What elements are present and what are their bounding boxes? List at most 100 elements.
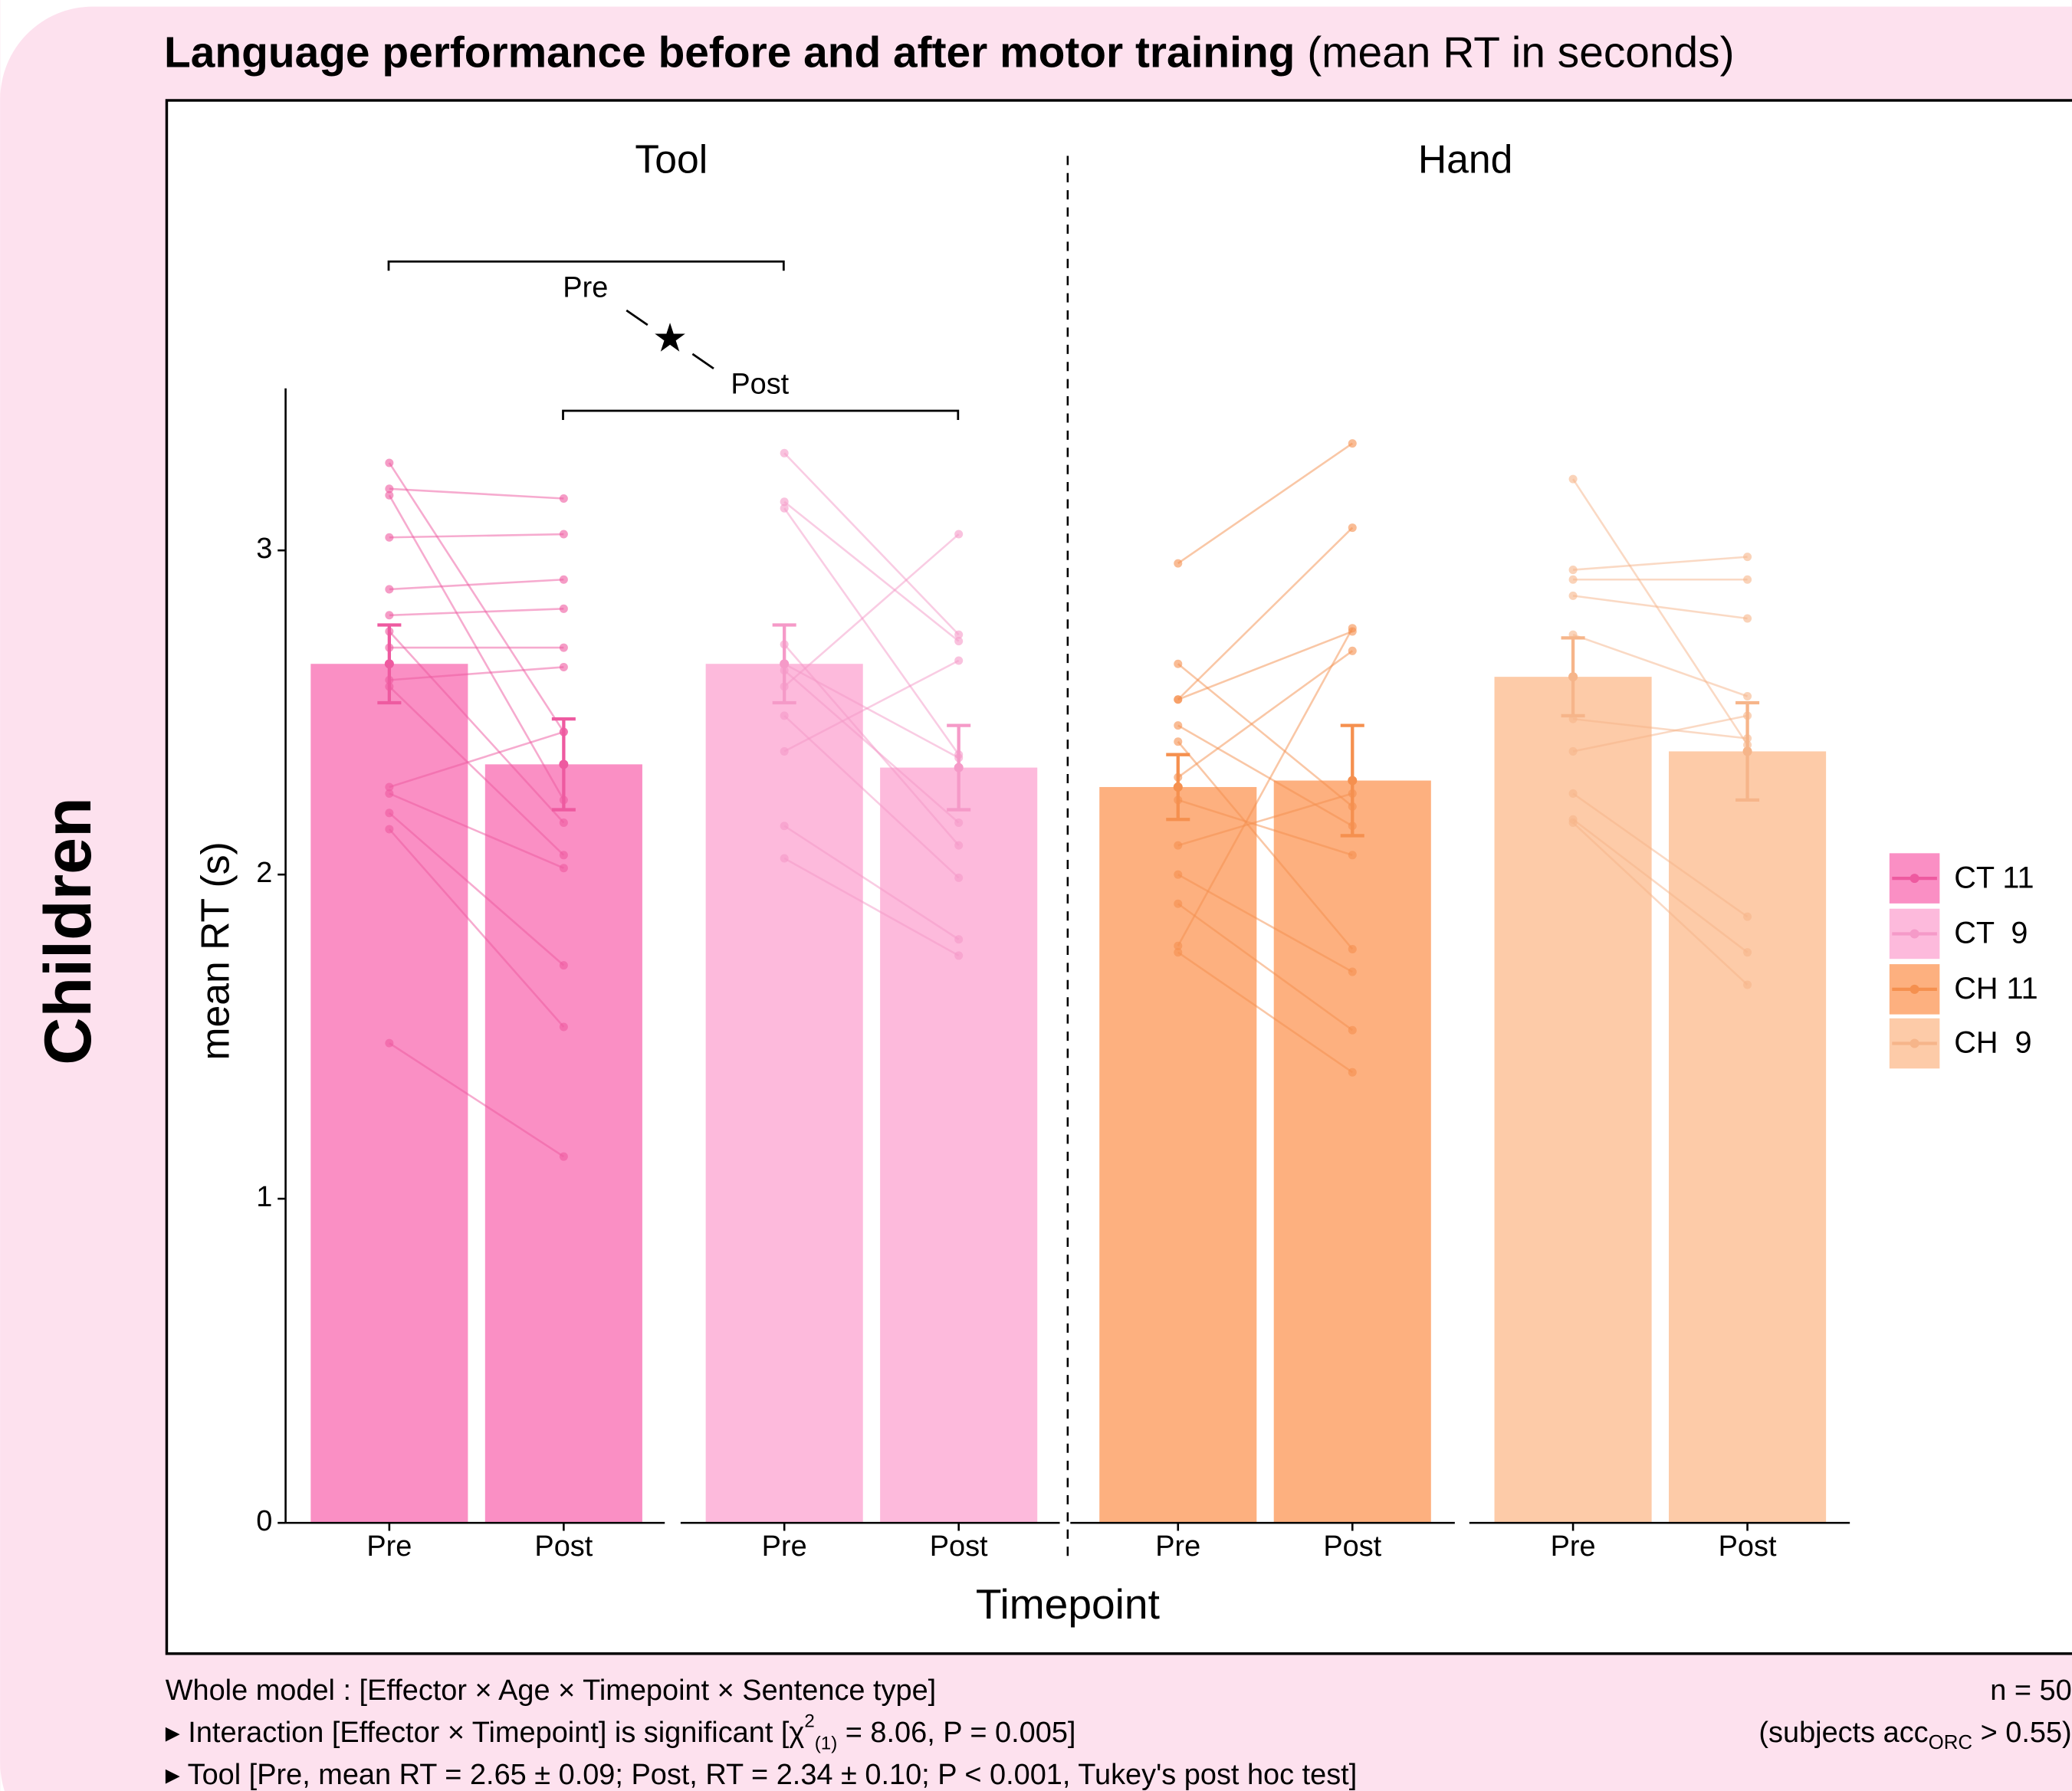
y-axis-label: mean RT (s) xyxy=(192,841,237,1060)
subject-point xyxy=(1743,553,1752,562)
subject-point xyxy=(1348,967,1357,976)
subscript: (1) xyxy=(815,1734,837,1754)
bar xyxy=(1494,677,1652,1524)
footer: Whole model : [Effector × Age × Timepoin… xyxy=(166,1675,2072,1791)
subject-point xyxy=(385,825,394,834)
connector xyxy=(691,353,714,369)
subject-point xyxy=(385,611,394,620)
subject-line xyxy=(389,1042,565,1158)
subject-point xyxy=(1743,575,1752,584)
x-tick-label: Pre xyxy=(762,1530,807,1563)
subject-line xyxy=(388,685,565,856)
subject-point xyxy=(1174,737,1183,746)
subject-point xyxy=(559,575,568,584)
subject-point xyxy=(1174,899,1183,908)
subject-line xyxy=(389,533,564,539)
subject-point xyxy=(954,530,964,539)
subject-point xyxy=(385,585,394,594)
x-axis-label: Timepoint xyxy=(976,1580,1160,1628)
subject-line xyxy=(389,487,564,500)
subject-point xyxy=(954,630,964,639)
subject-point xyxy=(954,656,964,665)
subject-point xyxy=(1174,870,1183,879)
subject-point xyxy=(954,637,964,646)
subject-point xyxy=(1348,944,1357,953)
subject-point xyxy=(1174,721,1183,730)
legend-label: CT 9 xyxy=(1954,917,2028,950)
subject-point xyxy=(559,1152,568,1161)
subject-point xyxy=(385,782,394,792)
footer-line: Whole model : [Effector × Age × Timepoin… xyxy=(166,1675,936,1707)
subject-point xyxy=(780,854,789,863)
subject-point xyxy=(1568,746,1578,756)
subject-line xyxy=(1177,799,1353,857)
subject-line xyxy=(1177,442,1353,565)
bracket-post xyxy=(562,409,960,421)
x-tick-label: Post xyxy=(1719,1530,1777,1563)
bar xyxy=(880,767,1038,1524)
series-group xyxy=(705,448,1038,1524)
subject-point xyxy=(1174,559,1183,568)
subject-line xyxy=(783,659,960,753)
subject-point xyxy=(1568,789,1578,798)
subject-line xyxy=(1572,717,1748,740)
subject-point xyxy=(954,951,964,960)
subject-point xyxy=(1568,474,1578,484)
subject-line xyxy=(783,663,960,759)
subject-line xyxy=(389,792,564,869)
subject-line xyxy=(1177,526,1354,700)
criterion: (subjects accORC > 0.55) xyxy=(1758,1717,2071,1753)
subject-point xyxy=(1348,439,1357,448)
bar xyxy=(484,764,642,1524)
subject-point xyxy=(1568,818,1578,828)
subject-line xyxy=(783,825,960,940)
subject-point xyxy=(1743,614,1752,623)
bracket-pre xyxy=(387,260,785,271)
legend-label: CH 9 xyxy=(1954,1026,2031,1060)
mean-point xyxy=(559,759,569,769)
subject-point xyxy=(1174,941,1183,950)
chart-title: Language performance before and after mo… xyxy=(164,28,1295,77)
subject-line xyxy=(1177,792,1353,847)
subject-line xyxy=(1572,822,1749,986)
subject-point xyxy=(780,504,789,513)
subject-point xyxy=(1348,523,1357,533)
subject-line xyxy=(389,730,564,789)
subject-point xyxy=(385,1038,394,1048)
panel-title: Hand xyxy=(1418,137,1513,182)
bar xyxy=(1669,751,1827,1524)
y-tick-label: 1 xyxy=(256,1181,272,1213)
subject-point xyxy=(954,873,964,882)
subject-line xyxy=(1177,951,1353,1074)
mean-point xyxy=(954,763,964,772)
subject-point xyxy=(1743,912,1752,921)
subject-line xyxy=(1177,630,1353,700)
subject-line xyxy=(783,533,960,687)
subject-point xyxy=(1568,575,1578,584)
bar xyxy=(1273,780,1431,1524)
subject-point xyxy=(559,643,568,652)
subject-line xyxy=(1572,633,1749,697)
subject-point xyxy=(1743,980,1752,989)
subject-line xyxy=(783,452,960,636)
subject-point xyxy=(1348,1025,1357,1035)
subject-point xyxy=(780,497,789,507)
footer-text: ▸ Interaction [Effector × Timepoint] is … xyxy=(166,1717,805,1749)
subject-line xyxy=(1572,818,1749,953)
mean-point xyxy=(1173,782,1183,792)
subject-point xyxy=(559,851,568,860)
subject-point xyxy=(559,864,568,873)
legend-key-point xyxy=(1909,929,1919,939)
significance-star: ★ xyxy=(652,315,688,359)
subject-point xyxy=(385,458,394,467)
legend-label: CT 11 xyxy=(1954,861,2034,894)
subject-point xyxy=(954,818,964,828)
subject-point xyxy=(559,530,568,539)
subject-point xyxy=(559,662,568,671)
subject-point xyxy=(559,1022,568,1032)
subject-line xyxy=(1572,556,1748,571)
chart-title-line: Language performance before and after mo… xyxy=(164,28,1735,77)
subject-line xyxy=(389,608,564,617)
subject-point xyxy=(1174,695,1183,704)
subject-line xyxy=(1177,628,1354,946)
